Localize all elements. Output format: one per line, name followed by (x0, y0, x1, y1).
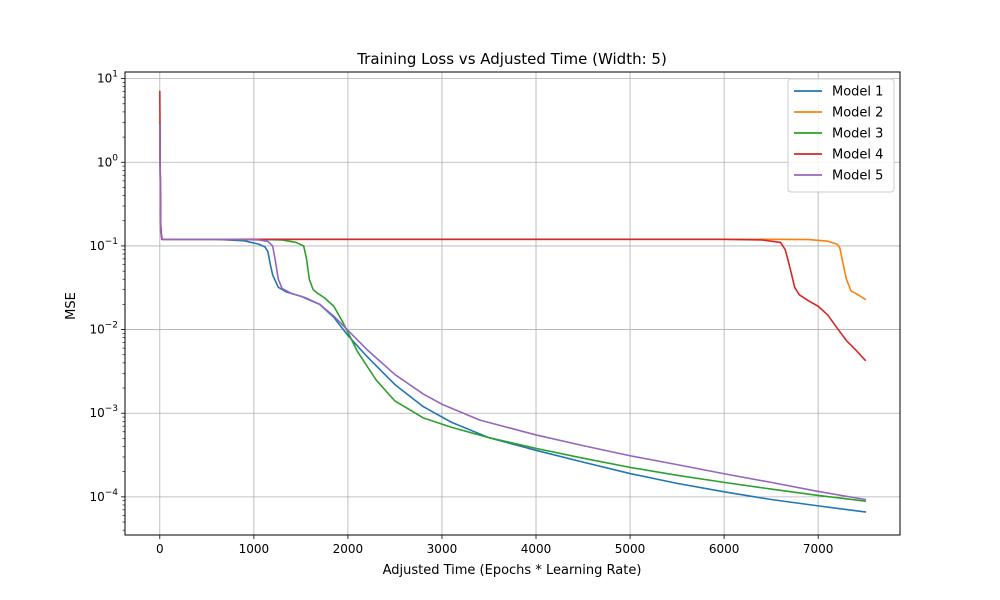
y-tick-label: 10−3 (89, 404, 118, 420)
legend-label: Model 4 (832, 148, 883, 163)
series-lines (158, 90, 867, 513)
y-axis: 10−4 10−3 10−2 10−1 100 101 (89, 70, 125, 531)
y-tick-label: 10−4 (89, 488, 118, 504)
x-axis-label: Adjusted Time (Epochs * Learning Rate) (383, 563, 642, 578)
y-tick-label: 10−1 (89, 237, 118, 253)
x-tick-label: 3000 (427, 542, 458, 556)
plot-frame (124, 71, 901, 536)
x-tick-label: 7000 (803, 542, 834, 556)
x-axis: 0 1000 2000 3000 4000 5000 6000 7000 (156, 535, 833, 556)
x-tick-label: 0 (156, 542, 164, 556)
plot-area: 0 1000 2000 3000 4000 5000 6000 7000 10−410−310… (89, 70, 901, 556)
y-axis-label: MSE (64, 292, 79, 320)
series-line-model-4 (158, 90, 867, 362)
series-line-model-5 (158, 124, 867, 501)
chart-title: Training Loss vs Adjusted Time (Width: 5… (356, 50, 667, 68)
x-tick-label: 5000 (615, 542, 646, 556)
legend-box (787, 78, 895, 193)
series-line-model-1 (158, 125, 867, 513)
x-tick-label: 4000 (521, 542, 552, 556)
y-tick-label: 101 (97, 70, 118, 86)
x-tick-label: 1000 (239, 542, 270, 556)
legend-label: Model 5 (832, 169, 883, 184)
legend-label: Model 3 (832, 127, 883, 142)
x-tick-label: 6000 (709, 542, 740, 556)
y-tick-label: 10−2 (89, 321, 118, 337)
legend: Model 1 Model 2 Model 3 Model 4 Model 5 (787, 78, 895, 193)
legend-label: Model 2 (832, 106, 883, 121)
x-tick-label: 2000 (333, 542, 364, 556)
legend-label: Model 1 (832, 85, 883, 100)
y-tick-label: 100 (97, 153, 118, 169)
series-line-model-3 (158, 122, 867, 502)
plot-background (125, 72, 900, 535)
